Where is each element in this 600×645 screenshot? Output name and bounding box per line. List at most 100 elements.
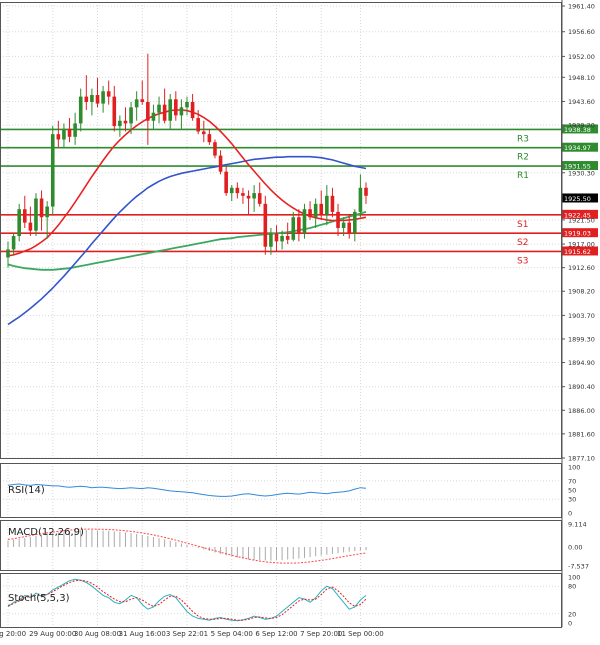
candle-body — [297, 217, 301, 234]
candle-body — [241, 193, 245, 196]
candle-body — [67, 128, 72, 137]
stoch-y-label: 0 — [568, 620, 572, 628]
candle-body — [101, 91, 105, 104]
candle-body — [90, 95, 94, 102]
candle-body — [95, 95, 100, 104]
candle-body — [218, 155, 223, 172]
y-tick-label: 1908.20 — [568, 288, 595, 296]
y-tick-label: 1903.70 — [568, 312, 595, 320]
candle-body — [45, 206, 49, 218]
level-tag-text: 1931.55 — [564, 163, 591, 171]
y-tick-label: 1948.10 — [568, 74, 595, 82]
candle-body — [330, 195, 335, 212]
level-label-r2: R2 — [517, 153, 529, 163]
candle-body — [106, 91, 111, 97]
level-tag-s3 — [562, 246, 598, 256]
candle-body — [146, 101, 150, 121]
candle-body — [341, 222, 346, 228]
candle-body — [157, 104, 161, 113]
x-tick-label: 30 Aug 08:00 — [74, 630, 121, 638]
x-tick-label: 6 Sep 12:00 — [255, 630, 297, 638]
candle-body — [347, 222, 352, 234]
candles-layer — [6, 53, 368, 268]
stoch-d-line — [7, 579, 367, 621]
candle-body — [39, 198, 44, 218]
candle-body — [129, 107, 133, 124]
candle-body — [252, 193, 256, 199]
candle-body — [224, 171, 228, 194]
current-price-tag — [562, 193, 598, 203]
stoch-y-label: 20 — [568, 610, 576, 618]
macd-y-label: -7.537 — [568, 563, 589, 571]
x-tick-label: 11 Sep 00:00 — [337, 630, 384, 638]
candle-body — [285, 236, 290, 240]
rsi-y-label: 50 — [568, 487, 576, 495]
candle-body — [190, 101, 195, 119]
candle-body — [207, 134, 212, 143]
stoch-label: Stoch(5,5,3) — [8, 593, 70, 604]
x-tick-label: 29 Aug 00:00 — [29, 630, 76, 638]
candle-body — [78, 96, 83, 124]
macd-label: MACD(12,26,9) — [8, 527, 84, 538]
y-tick-label: 1890.40 — [568, 383, 595, 391]
candle-body — [274, 233, 279, 242]
level-label-r3: R3 — [517, 134, 529, 144]
candle-body — [302, 209, 307, 234]
candle-body — [151, 112, 156, 121]
y-tick-label: 1961.40 — [568, 3, 595, 11]
level-label-s2: S2 — [517, 238, 528, 248]
y-tick-label: 1881.60 — [568, 430, 595, 438]
y-tick-label: 1917.00 — [568, 241, 595, 249]
level-tag-text: 1938.38 — [564, 126, 591, 134]
candle-body — [168, 99, 173, 121]
x-tick-label: 5 Sep 04:00 — [211, 630, 253, 638]
y-tick-label: 1930.30 — [568, 169, 595, 177]
candle-body — [246, 195, 251, 199]
candle-body — [56, 134, 61, 140]
rsi-line — [7, 483, 367, 497]
candle-body — [269, 233, 273, 247]
candle-body — [84, 96, 89, 102]
rsi-label: RSI(14) — [8, 485, 45, 496]
candle-body — [358, 187, 363, 212]
y-tick-label: 1956.60 — [568, 28, 595, 36]
macd-y-label: 0.00 — [568, 543, 582, 551]
candle-body — [201, 131, 206, 135]
candle-body — [213, 142, 217, 156]
level-label-s1: S1 — [517, 220, 528, 230]
stoch-y-label: 100 — [568, 574, 580, 582]
rsi-y-label: 100 — [568, 464, 580, 472]
x-tick-label: 31 Aug 16:00 — [119, 630, 166, 638]
rsi-y-label: 70 — [568, 477, 576, 485]
indicators-layer: RSI(14) MACD(12,26,9) Stoch(5,5,3) — [7, 483, 367, 622]
candle-body — [28, 222, 33, 231]
candle-body — [6, 249, 10, 258]
y-tick-label: 1952.00 — [568, 53, 595, 61]
candle-body — [196, 118, 200, 132]
candle-body — [291, 217, 296, 240]
x-tick-label: Aug 20:00 — [0, 630, 26, 638]
x-tick-label: 3 Sep 22:01 — [166, 630, 208, 638]
level-tag-r1 — [562, 161, 598, 171]
candle-body — [336, 211, 340, 228]
candle-body — [34, 198, 38, 231]
candle-body — [319, 203, 324, 215]
candle-body — [179, 107, 184, 116]
candle-body — [50, 134, 55, 207]
level-tag-s2 — [562, 228, 598, 238]
candle-body — [235, 187, 240, 194]
candle-body — [174, 99, 178, 116]
candle-body — [257, 193, 262, 204]
level-tag-text: 1934.97 — [564, 144, 591, 152]
candle-body — [308, 209, 312, 218]
candle-body — [62, 128, 66, 140]
ma-green-line — [7, 211, 367, 271]
level-tag-text: 1915.62 — [564, 248, 591, 256]
stoch-y-label: 80 — [568, 583, 576, 591]
y-tick-label: 1877.10 — [568, 455, 595, 463]
y-tick-label: 1894.90 — [568, 359, 595, 367]
candle-body — [325, 195, 329, 215]
stoch-k-line — [7, 578, 367, 622]
